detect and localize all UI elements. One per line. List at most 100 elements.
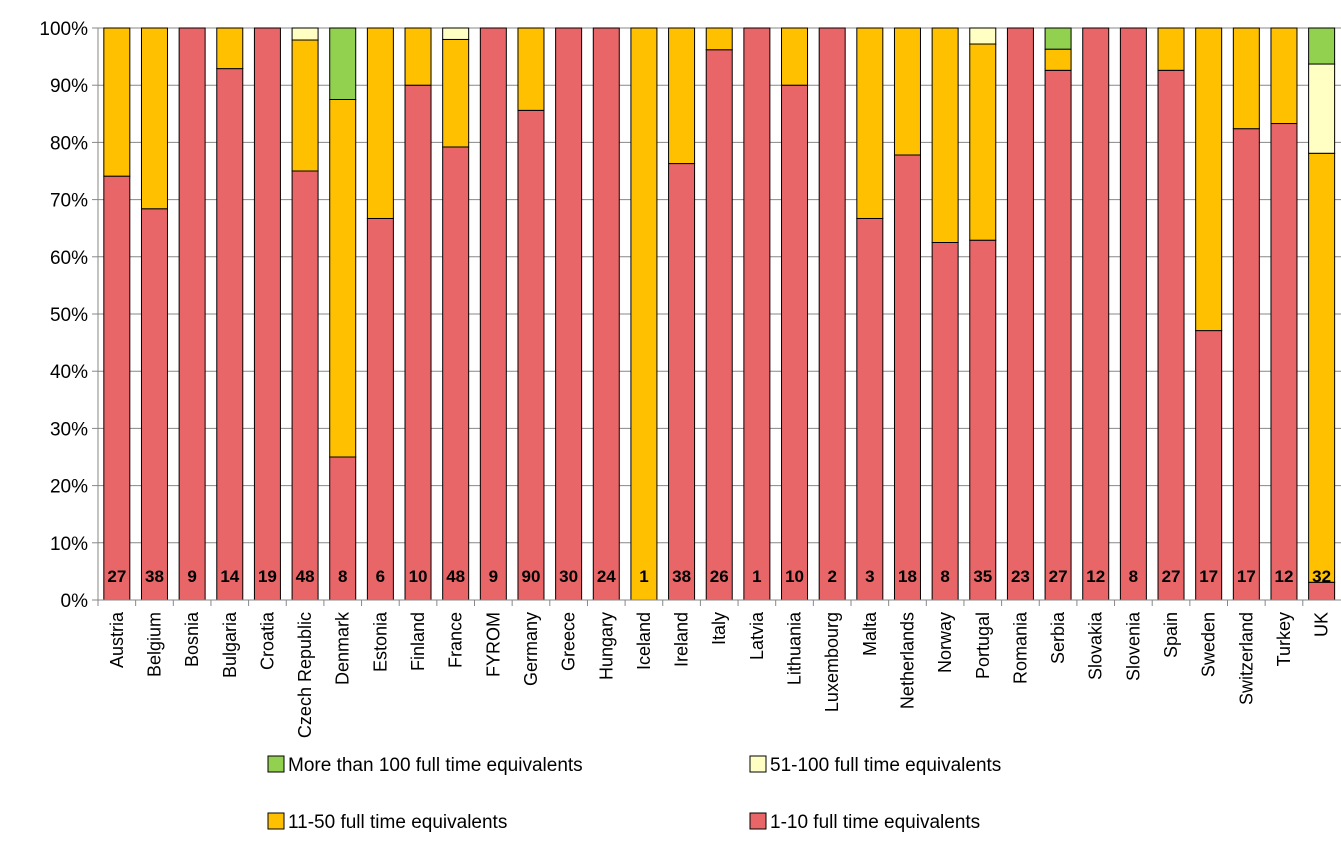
count-label-finland: 10 [409, 567, 428, 586]
x-tick-label-turkey: Turkey [1274, 612, 1294, 666]
x-tick-label-switzerland: Switzerland [1236, 612, 1256, 705]
count-label-switzerland: 17 [1237, 567, 1256, 586]
count-label-netherlands: 18 [898, 567, 917, 586]
count-label-luxembourg: 2 [827, 567, 836, 586]
count-label-portugal: 35 [973, 567, 992, 586]
x-tick-label-luxembourg: Luxembourg [822, 612, 842, 712]
x-tick-label-slovakia: Slovakia [1086, 611, 1106, 680]
legend-label-11-50-full-time-equivalents: 11-50 full time equivalents [288, 812, 507, 833]
count-label-france: 48 [446, 567, 465, 586]
bar-segment-sweden-1-10-full-time-equivalents [1195, 330, 1223, 601]
count-label-hungary: 24 [597, 567, 616, 586]
bar-segment-slovenia-1-10-full-time-equivalents [1119, 27, 1147, 601]
bar-segment-france-51-100-full-time-equivalents [442, 27, 470, 40]
y-tick-label: 100% [39, 19, 88, 40]
x-tick-label-austria: Austria [107, 611, 127, 668]
count-label-bosnia: 9 [187, 567, 196, 586]
bar-segment-france-11-50-full-time-equivalents [442, 38, 470, 148]
x-tick-label-bosnia: Bosnia [182, 611, 202, 667]
bar-segment-bosnia-1-10-full-time-equivalents [178, 27, 206, 601]
bar-segment-serbia-more-than-100-full-time-equivalents [1044, 27, 1072, 50]
bar-segment-serbia-11-50-full-time-equivalents [1044, 48, 1072, 71]
bar-segment-belgium-1-10-full-time-equivalents [140, 208, 168, 601]
count-label-serbia: 27 [1049, 567, 1068, 586]
count-label-czech-republic: 48 [296, 567, 315, 586]
bar-segment-lithuania-1-10-full-time-equivalents [781, 84, 809, 601]
bar-segment-malta-11-50-full-time-equivalents [856, 27, 884, 219]
count-label-iceland: 1 [639, 567, 648, 586]
y-tick-label: 20% [50, 477, 88, 498]
bar-segment-austria-11-50-full-time-equivalents [103, 27, 131, 177]
bar-segment-malta-1-10-full-time-equivalents [856, 217, 884, 601]
x-tick-label-uk: UK [1312, 612, 1332, 637]
x-tick-label-portugal: Portugal [973, 612, 993, 679]
bar-segment-serbia-1-10-full-time-equivalents [1044, 69, 1072, 601]
bar-segment-uk-51-100-full-time-equivalents [1308, 63, 1336, 154]
bar-segment-sweden-11-50-full-time-equivalents [1195, 27, 1223, 332]
count-label-lithuania: 10 [785, 567, 804, 586]
bar-segment-spain-1-10-full-time-equivalents [1157, 69, 1185, 601]
legend-swatch-more-than-100-full-time-equivalents [267, 755, 285, 773]
bar-segment-slovakia-1-10-full-time-equivalents [1082, 27, 1110, 601]
x-tick-label-ireland: Ireland [672, 612, 692, 667]
x-tick-label-greece: Greece [559, 612, 579, 671]
x-tick-label-denmark: Denmark [333, 611, 353, 685]
bar-segment-czech-republic-1-10-full-time-equivalents [291, 170, 319, 601]
bar-segment-switzerland-1-10-full-time-equivalents [1232, 128, 1260, 601]
count-label-malta: 3 [865, 567, 874, 586]
x-tick-label-latvia: Latvia [747, 611, 767, 660]
y-tick-label: 50% [50, 305, 88, 326]
count-label-bulgaria: 14 [220, 567, 239, 586]
x-tick-label-sweden: Sweden [1199, 612, 1219, 677]
bar-segment-germany-1-10-full-time-equivalents [517, 109, 545, 601]
count-label-greece: 30 [559, 567, 578, 586]
bar-segment-uk-11-50-full-time-equivalents [1308, 152, 1336, 583]
bar-segment-iceland-11-50-full-time-equivalents [630, 27, 658, 601]
x-tick-label-romania: Romania [1010, 611, 1030, 684]
bar-segment-finland-11-50-full-time-equivalents [404, 27, 432, 86]
x-tick-label-germany: Germany [521, 612, 541, 686]
y-tick-label: 10% [50, 534, 88, 555]
x-tick-label-norway: Norway [935, 612, 955, 673]
bar-segment-germany-11-50-full-time-equivalents [517, 27, 545, 111]
bar-segment-lithuania-11-50-full-time-equivalents [781, 27, 809, 86]
bar-segment-spain-11-50-full-time-equivalents [1157, 27, 1185, 71]
count-labels: 27 38 9 14 19 48 8 6 10 48 9 90 30 24 1 38 26 1 10 2 3 18 8 35 2… [107, 567, 1331, 586]
bar-segment-fyrom-1-10-full-time-equivalents [479, 27, 507, 601]
bar-segment-estonia-11-50-full-time-equivalents [366, 27, 394, 219]
count-label-belgium: 38 [145, 567, 164, 586]
count-label-uk: 32 [1312, 567, 1331, 586]
count-label-fyrom: 9 [489, 567, 498, 586]
count-label-sweden: 17 [1199, 567, 1218, 586]
bar-segment-hungary-1-10-full-time-equivalents [592, 27, 620, 601]
count-label-estonia: 6 [376, 567, 385, 586]
count-label-norway: 8 [940, 567, 949, 586]
x-tick-label-belgium: Belgium [144, 612, 164, 677]
count-label-latvia: 1 [752, 567, 761, 586]
bar-segment-denmark-11-50-full-time-equivalents [329, 99, 357, 458]
x-tick-label-croatia: Croatia [257, 611, 277, 670]
legend-label-1-10-full-time-equivalents: 1-10 full time equivalents [770, 812, 980, 833]
bar-segment-portugal-11-50-full-time-equivalents [969, 43, 997, 241]
bar-segment-greece-1-10-full-time-equivalents [555, 27, 583, 601]
count-label-croatia: 19 [258, 567, 277, 586]
bar-segment-estonia-1-10-full-time-equivalents [366, 217, 394, 601]
y-tick-label: 80% [50, 133, 88, 154]
bar-segment-belgium-11-50-full-time-equivalents [140, 27, 168, 210]
bar-segment-italy-11-50-full-time-equivalents [705, 27, 733, 51]
bar-segment-finland-1-10-full-time-equivalents [404, 84, 432, 601]
bar-segment-portugal-1-10-full-time-equivalents [969, 239, 997, 601]
axes: 0% 10% 20% 30% 40% 50% 60% 70% 80% 90% 100% Austria… [39, 19, 1341, 738]
x-tick-label-italy: Italy [709, 612, 729, 645]
bar-segment-luxembourg-1-10-full-time-equivalents [818, 27, 846, 601]
bar-segment-bulgaria-11-50-full-time-equivalents [216, 27, 244, 70]
bar-segment-ireland-1-10-full-time-equivalents [668, 163, 696, 601]
x-tick-label-france: France [446, 612, 466, 668]
bar-segment-uk-more-than-100-full-time-equivalents [1308, 27, 1336, 65]
bar-segment-ireland-11-50-full-time-equivalents [668, 27, 696, 165]
legend-label-51-100-full-time-equivalents: 51-100 full time equivalents [770, 755, 1001, 776]
bar-segment-france-1-10-full-time-equivalents [442, 146, 470, 601]
count-label-italy: 26 [710, 567, 729, 586]
